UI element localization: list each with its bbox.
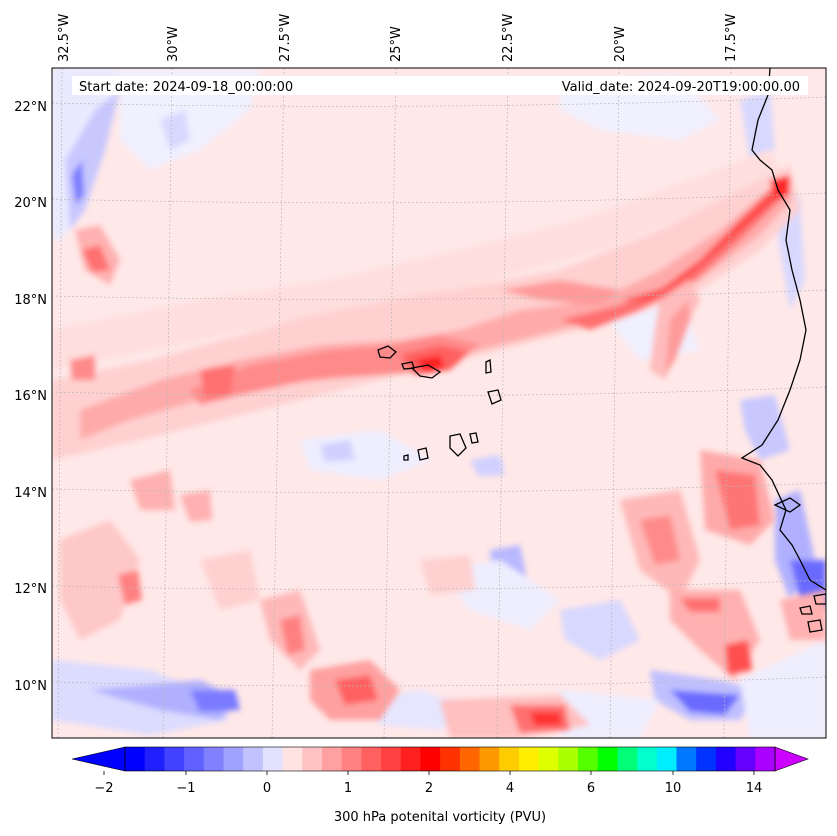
lon-label: 17.5°W <box>724 14 739 62</box>
colorbar-cell <box>518 747 540 771</box>
colorbar-cell <box>243 747 264 771</box>
colorbar-tick-label: 1 <box>344 781 352 796</box>
cape-verde-sao-nicolau <box>410 364 442 379</box>
colorbar-cell <box>499 747 520 771</box>
lat-label: 14°N <box>14 486 47 501</box>
africa-coastline <box>740 68 826 591</box>
colorbar-cell <box>637 747 658 771</box>
colorbar-cell <box>164 747 185 771</box>
lat-label: 22°N <box>14 100 47 115</box>
colorbar-tick-label: 2 <box>425 781 433 796</box>
colorbar-cell <box>321 747 343 771</box>
longitude-labels: 32.5°W 30°W 27.5°W 25°W 22.5°W 20°W 17.5… <box>57 14 739 62</box>
colorbar-under-arrow <box>71 746 126 772</box>
colorbar-cell <box>696 747 717 771</box>
gambia-coast <box>773 497 802 513</box>
lon-label: 32.5°W <box>57 14 72 62</box>
colorbar-cell <box>440 747 461 771</box>
lat-label: 10°N <box>14 679 47 694</box>
colorbar-cell <box>479 747 500 771</box>
map-panel <box>52 68 826 738</box>
latitude-labels: 22°N 20°N 18°N 16°N 14°N 12°N 10°N <box>14 100 47 694</box>
colorbar-cell <box>617 747 638 771</box>
colorbar-tick-label: −2 <box>94 781 113 796</box>
colorbar-tick-label: −1 <box>176 781 195 796</box>
lat-label: 12°N <box>14 582 47 597</box>
colorbar-ticks <box>103 771 755 775</box>
colorbar-cell <box>341 747 362 771</box>
colorbar-cell <box>400 747 421 771</box>
colorbar-cell <box>755 747 776 771</box>
colorbar-frame <box>124 746 776 772</box>
cape-verde-boa-vista <box>487 389 502 405</box>
colorbar-cell <box>262 747 284 771</box>
valid-date-label: Valid_date: 2024-09-20T19:00:00.00 <box>562 80 800 95</box>
lat-label: 16°N <box>14 389 47 404</box>
cape-verde-santiago <box>449 433 467 457</box>
colorbar-cell <box>361 747 382 771</box>
coastlines <box>377 68 826 633</box>
positive-pv-regions <box>52 150 826 738</box>
colorbar-cell <box>538 747 559 771</box>
colorbar-cell <box>223 747 244 771</box>
colorbar-over-arrow <box>774 746 809 772</box>
colorbar-cell <box>656 747 678 771</box>
date-header-box <box>72 76 808 95</box>
colorbar-cell <box>735 747 756 771</box>
colorbar-cell <box>558 747 579 771</box>
colorbar-tick-label: 6 <box>587 781 595 796</box>
map-frame <box>51 67 827 739</box>
colorbar-cell <box>459 747 481 771</box>
start-date-label: Start date: 2024-09-18_00:00:00 <box>79 80 293 95</box>
lat-label: 18°N <box>14 293 47 308</box>
lat-label: 20°N <box>14 196 47 211</box>
colorbar-cell <box>302 747 323 771</box>
lon-label: 25°W <box>389 26 404 62</box>
colorbar-cell <box>125 747 146 771</box>
cape-verde-fogo <box>417 447 429 461</box>
colorbar-tick-labels: −2 −1 0 1 2 4 6 10 14 <box>94 781 762 796</box>
colorbar-cell <box>578 747 599 771</box>
cape-verde-brava <box>403 454 409 461</box>
lon-label: 27.5°W <box>278 14 293 62</box>
lon-label: 20°W <box>613 26 628 62</box>
colorbar-cell <box>381 747 402 771</box>
colorbar-title: 300 hPa potenital vorticity (PVU) <box>334 810 546 825</box>
colorbar-cell <box>144 747 165 771</box>
colorbar-tick-label: 10 <box>665 781 682 796</box>
colorbar-cells <box>125 747 776 771</box>
cape-verde-maio <box>469 432 479 444</box>
bijagos-islands <box>799 593 826 633</box>
colorbar: −2 −1 0 1 2 4 6 10 14 300 hPa potenital … <box>71 746 809 825</box>
cape-verde-santo-antao <box>377 345 397 359</box>
colorbar-cell <box>203 747 224 771</box>
colorbar-cell <box>420 747 441 771</box>
cape-verde-sal <box>485 358 492 374</box>
colorbar-cell <box>597 747 618 771</box>
colorbar-cell <box>184 747 205 771</box>
colorbar-tick-label: 0 <box>263 781 271 796</box>
lon-label: 30°W <box>166 26 181 62</box>
colorbar-tick-label: 14 <box>746 781 763 796</box>
colorbar-cell <box>676 747 697 771</box>
colorbar-cell <box>282 747 303 771</box>
colorbar-cell <box>715 747 737 771</box>
colorbar-tick-label: 4 <box>506 781 514 796</box>
lon-label: 22.5°W <box>501 14 516 62</box>
